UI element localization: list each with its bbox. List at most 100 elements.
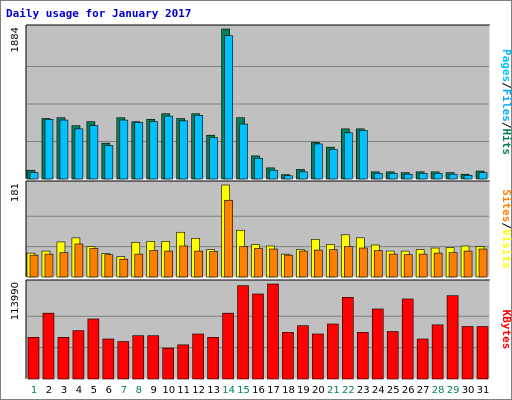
legend-part: / bbox=[500, 222, 512, 229]
x-label-day-25: 25 bbox=[387, 385, 400, 396]
bar-files-21 bbox=[329, 149, 338, 180]
bar-files-12 bbox=[194, 115, 203, 180]
x-label-day-30: 30 bbox=[462, 385, 475, 396]
bar-kbytes-25 bbox=[386, 331, 399, 380]
bar-sites-30 bbox=[463, 250, 473, 278]
bar-kbytes-16 bbox=[252, 293, 264, 380]
bar-sites-1 bbox=[29, 254, 39, 278]
y-max-label: 1884 bbox=[10, 27, 21, 52]
bar-files-30 bbox=[463, 175, 473, 180]
bar-files-28 bbox=[433, 173, 443, 180]
x-axis-labels: 1 2 3 4 5 6 7 8 9 10 11 12 13 14 15 16 17 18 19 20 21 22 23 24 2… bbox=[31, 385, 490, 396]
bar-files-25 bbox=[388, 173, 398, 180]
bar-kbytes-19 bbox=[297, 325, 309, 380]
bar-sites-19 bbox=[299, 250, 308, 278]
bar-files-9 bbox=[149, 121, 159, 180]
bar-kbytes-4 bbox=[72, 330, 85, 380]
x-label-day-6: 6 bbox=[106, 385, 112, 396]
legend-part: / bbox=[500, 82, 512, 89]
bar-sites-27 bbox=[418, 253, 428, 278]
bar-files-27 bbox=[418, 173, 428, 180]
x-label-day-19: 19 bbox=[297, 385, 310, 396]
y-max-label: 181 bbox=[10, 183, 21, 202]
legend-part: Sites bbox=[500, 189, 512, 222]
bar-files-23 bbox=[358, 130, 368, 180]
bar-kbytes-17 bbox=[267, 283, 279, 380]
x-label-day-7: 7 bbox=[121, 385, 127, 396]
bar-sites-23 bbox=[358, 247, 368, 278]
bar-files-16 bbox=[254, 157, 263, 180]
bar-sites-5 bbox=[89, 248, 99, 278]
bar-sites-25 bbox=[388, 253, 398, 278]
bar-kbytes-1 bbox=[27, 337, 40, 380]
bar-sites-20 bbox=[314, 249, 323, 278]
bar-sites-14 bbox=[224, 199, 233, 278]
y-max-label: 113990 bbox=[10, 282, 21, 320]
bar-sites-16 bbox=[254, 248, 263, 278]
x-label-day-27: 27 bbox=[417, 385, 430, 396]
bar-kbytes-21 bbox=[327, 323, 339, 380]
bar-kbytes-6 bbox=[102, 338, 115, 380]
bar-files-26 bbox=[403, 173, 413, 180]
legend-part: Visits bbox=[500, 229, 512, 269]
bar-kbytes-3 bbox=[57, 337, 70, 380]
bar-sites-13 bbox=[209, 251, 218, 278]
bar-kbytes-8 bbox=[132, 335, 145, 380]
x-label-day-17: 17 bbox=[267, 385, 280, 396]
bar-kbytes-15 bbox=[237, 285, 249, 380]
bar-files-31 bbox=[478, 172, 488, 180]
bar-files-11 bbox=[179, 120, 188, 180]
x-label-day-20: 20 bbox=[312, 385, 325, 396]
bar-files-5 bbox=[89, 125, 99, 180]
bar-sites-31 bbox=[478, 248, 488, 278]
bar-sites-17 bbox=[269, 248, 278, 278]
bar-sites-22 bbox=[344, 246, 353, 278]
bar-kbytes-24 bbox=[371, 308, 384, 380]
bar-files-6 bbox=[104, 145, 114, 180]
x-label-day-18: 18 bbox=[282, 385, 295, 396]
bar-kbytes-29 bbox=[446, 295, 459, 380]
bar-kbytes-31 bbox=[476, 326, 489, 380]
bar-sites-11 bbox=[179, 245, 188, 278]
bar-files-7 bbox=[119, 119, 129, 180]
bar-files-15 bbox=[239, 123, 248, 180]
x-label-day-11: 11 bbox=[177, 385, 190, 396]
bar-sites-9 bbox=[149, 250, 159, 278]
bar-kbytes-11 bbox=[177, 344, 189, 380]
bar-kbytes-14 bbox=[222, 312, 234, 380]
bar-files-19 bbox=[299, 171, 308, 180]
bar-files-10 bbox=[164, 115, 174, 180]
bar-files-14 bbox=[224, 35, 233, 180]
x-label-day-23: 23 bbox=[357, 385, 370, 396]
x-label-day-21: 21 bbox=[327, 385, 340, 396]
chart-title: Daily usage for January 2017 bbox=[6, 7, 191, 20]
x-label-day-29: 29 bbox=[447, 385, 460, 396]
bar-kbytes-26 bbox=[401, 298, 414, 380]
x-label-day-12: 12 bbox=[192, 385, 205, 396]
bar-sites-7 bbox=[119, 258, 129, 278]
bar-kbytes-22 bbox=[342, 297, 354, 380]
bar-kbytes-5 bbox=[87, 318, 100, 380]
bar-files-3 bbox=[59, 119, 69, 180]
bar-files-17 bbox=[269, 169, 278, 180]
bar-sites-18 bbox=[284, 254, 293, 278]
right-legend-hits-files-pages: Pages/Files/Hits bbox=[500, 49, 512, 155]
bar-files-18 bbox=[284, 175, 293, 180]
bar-files-20 bbox=[314, 143, 323, 180]
bar-kbytes-18 bbox=[282, 332, 294, 380]
x-label-day-8: 8 bbox=[136, 385, 142, 396]
bar-files-13 bbox=[209, 137, 218, 180]
bar-sites-26 bbox=[403, 254, 413, 278]
legend-part: Files bbox=[500, 89, 512, 122]
x-label-day-26: 26 bbox=[402, 385, 415, 396]
bar-files-2 bbox=[44, 118, 54, 180]
bar-sites-24 bbox=[373, 250, 383, 278]
bar-kbytes-12 bbox=[192, 333, 204, 380]
x-label-day-1: 1 bbox=[31, 385, 37, 396]
bar-sites-21 bbox=[329, 249, 338, 278]
x-label-day-22: 22 bbox=[342, 385, 355, 396]
bar-kbytes-20 bbox=[312, 333, 324, 380]
panel-kbytes: 113990 KBytes bbox=[10, 279, 512, 380]
legend-part: Hits bbox=[500, 129, 512, 156]
